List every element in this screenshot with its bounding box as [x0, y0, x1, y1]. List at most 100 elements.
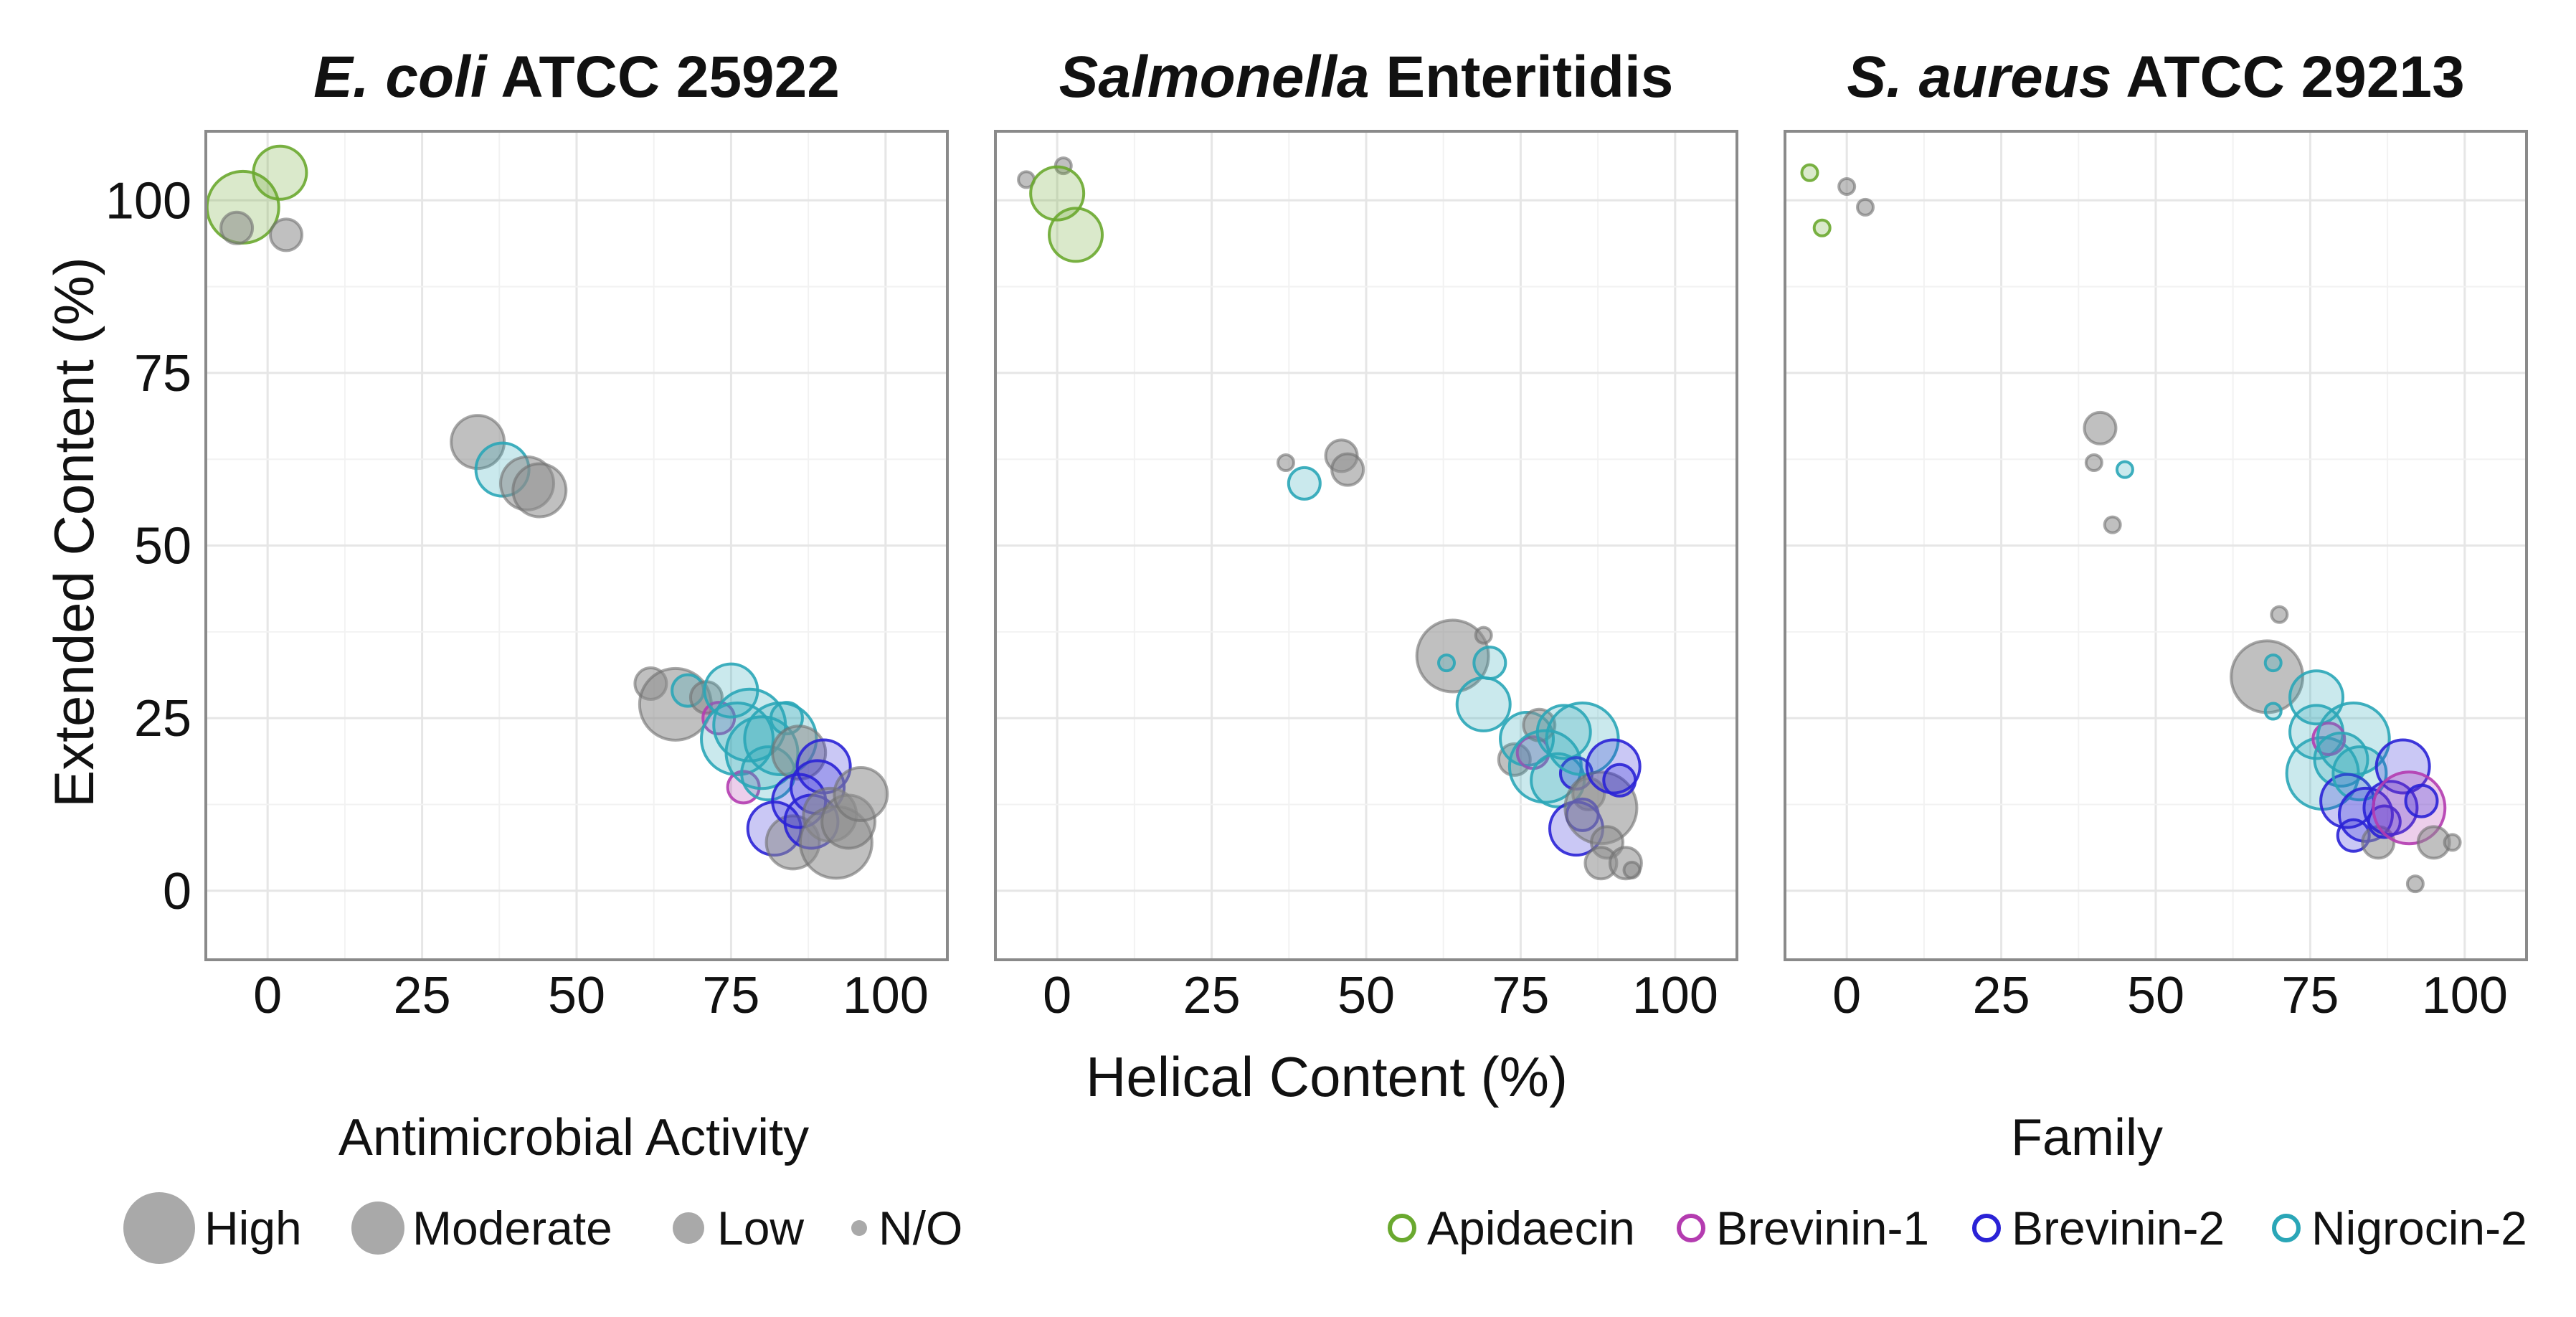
- legend-activity-item: High: [123, 1192, 302, 1264]
- data-point: [2263, 653, 2283, 673]
- data-point: [2270, 605, 2289, 624]
- panel-title-italic: E. coli: [313, 44, 488, 110]
- points: [205, 144, 889, 880]
- data-point: [1545, 702, 1620, 776]
- data-point: [2374, 738, 2431, 795]
- data-point: [2362, 780, 2419, 836]
- data-point: [2115, 460, 2134, 479]
- y-tick-label: 75: [134, 345, 191, 402]
- x-tick-label: 25: [1183, 967, 1241, 1024]
- data-point: [252, 144, 308, 201]
- data-point: [833, 766, 889, 822]
- data-point: [511, 462, 568, 519]
- x-tick-label: 0: [253, 967, 282, 1024]
- panel-title-rest: Enteritidis: [1370, 44, 1674, 110]
- data-point: [2263, 702, 2283, 721]
- legend-activity-item: Low: [673, 1202, 804, 1255]
- panel-3: 0 25 50 75 100 S. aureus ATCC 29213: [1784, 44, 2528, 1024]
- legend-family-title: Family: [2011, 1109, 2163, 1166]
- data-point: [1837, 177, 1857, 196]
- legend-activity-label: Low: [717, 1202, 804, 1255]
- data-point: [2405, 874, 2425, 894]
- legend-activity-label: Moderate: [412, 1202, 612, 1255]
- panel-title-italic: Salmonella: [1059, 44, 1370, 110]
- data-point: [1029, 165, 1086, 222]
- legend-color-swatch: [1677, 1214, 1705, 1242]
- legend-size-swatch: [673, 1212, 704, 1244]
- data-point: [1497, 742, 1532, 777]
- x-tick-label: 75: [1492, 967, 1549, 1024]
- data-point: [1535, 704, 1592, 760]
- panel-title-italic: S. aureus: [1847, 44, 2111, 110]
- data-point: [1472, 646, 1507, 681]
- x-tick-label: 50: [548, 967, 605, 1024]
- legend-size-swatch: [123, 1192, 195, 1264]
- data-point: [700, 702, 775, 776]
- legend-family-item: Apidaecin: [1388, 1202, 1635, 1255]
- legend-activity-title: Antimicrobial Activity: [338, 1109, 809, 1166]
- points: [1017, 156, 1643, 881]
- legend-activity-label: High: [204, 1202, 302, 1255]
- legend-activity-label: N/O: [879, 1202, 962, 1255]
- panel-title-rest: ATCC 29213: [2111, 44, 2464, 110]
- panel-frame: [204, 130, 949, 961]
- legend-family-item: Nigrocin-2: [2272, 1202, 2527, 1255]
- data-point: [2103, 515, 2122, 534]
- legend-color-swatch: [1388, 1214, 1416, 1242]
- x-tick-label: 25: [394, 967, 451, 1024]
- x-tick-label: 75: [2281, 967, 2339, 1024]
- data-point: [1602, 763, 1637, 798]
- data-point: [1812, 218, 1832, 237]
- x-tick-label: 100: [843, 967, 929, 1024]
- x-tick-label: 75: [702, 967, 759, 1024]
- data-point: [1455, 676, 1512, 732]
- data-point: [1622, 860, 1642, 879]
- y-tick-label: 0: [163, 863, 191, 920]
- legend-family-label: Apidaecin: [1427, 1202, 1635, 1255]
- data-point: [2404, 783, 2439, 818]
- legend-size-swatch: [351, 1202, 404, 1255]
- data-point: [269, 217, 304, 252]
- y-tick-label: 25: [134, 690, 191, 747]
- x-tick-label: 50: [1337, 967, 1395, 1024]
- data-point: [2083, 410, 2118, 445]
- points: [1800, 163, 2462, 894]
- legend-color-swatch: [1972, 1214, 2001, 1242]
- panel-2: 0 25 50 75 100 Salmonella Enteritidis: [994, 44, 1738, 1024]
- legend-family-item: Brevinin-2: [1972, 1202, 2225, 1255]
- data-point: [2084, 453, 2103, 472]
- data-point: [1474, 626, 1493, 645]
- legend-family-label: Nigrocin-2: [2311, 1202, 2527, 1255]
- legend-family-label: Brevinin-2: [2012, 1202, 2225, 1255]
- y-tick-label: 100: [105, 172, 191, 230]
- panels: 0 25 50 75 100 0 25 50 75 100 E. coli ATCC 25922 0 2…: [105, 44, 2528, 1024]
- data-point: [1856, 197, 1875, 217]
- panel-title: Salmonella Enteritidis: [1059, 44, 1674, 110]
- panel-title: E. coli ATCC 25922: [313, 44, 840, 110]
- panel-title-rest: ATCC 25922: [487, 44, 840, 110]
- x-tick-label: 0: [1043, 967, 1071, 1024]
- x-tick-label: 100: [1632, 967, 1718, 1024]
- panel-1: 0 25 50 75 100 0 25 50 75 100 E. coli ATCC 25922: [105, 44, 949, 1024]
- data-point: [2230, 639, 2305, 714]
- x-tick-label: 100: [2422, 967, 2508, 1024]
- legend-size-swatch: [851, 1220, 867, 1236]
- legend-color-swatch: [2272, 1214, 2301, 1242]
- panel-frame: [1784, 130, 2528, 961]
- panel-title: S. aureus ATCC 29213: [1847, 44, 2464, 110]
- x-tick-label: 25: [1973, 967, 2030, 1024]
- panel-frame: [994, 130, 1738, 961]
- y-tick-label: 50: [134, 518, 191, 575]
- data-point: [219, 210, 255, 245]
- legend-activity-items: High Moderate Low N/O: [123, 1192, 962, 1264]
- x-axis-title: Helical Content (%): [1086, 1045, 1568, 1108]
- legend-family-items: Apidaecin Brevinin-1 Brevinin-2 Nigrocin-2: [1388, 1202, 2527, 1255]
- x-tick-label: 0: [1832, 967, 1861, 1024]
- legend-activity-item: Moderate: [351, 1202, 612, 1255]
- x-tick-label: 50: [2127, 967, 2184, 1024]
- data-point: [2311, 722, 2347, 756]
- y-axis-title: Extended Content (%): [42, 257, 105, 807]
- data-point: [1437, 653, 1457, 673]
- legend-family-label: Brevinin-1: [1716, 1202, 1929, 1255]
